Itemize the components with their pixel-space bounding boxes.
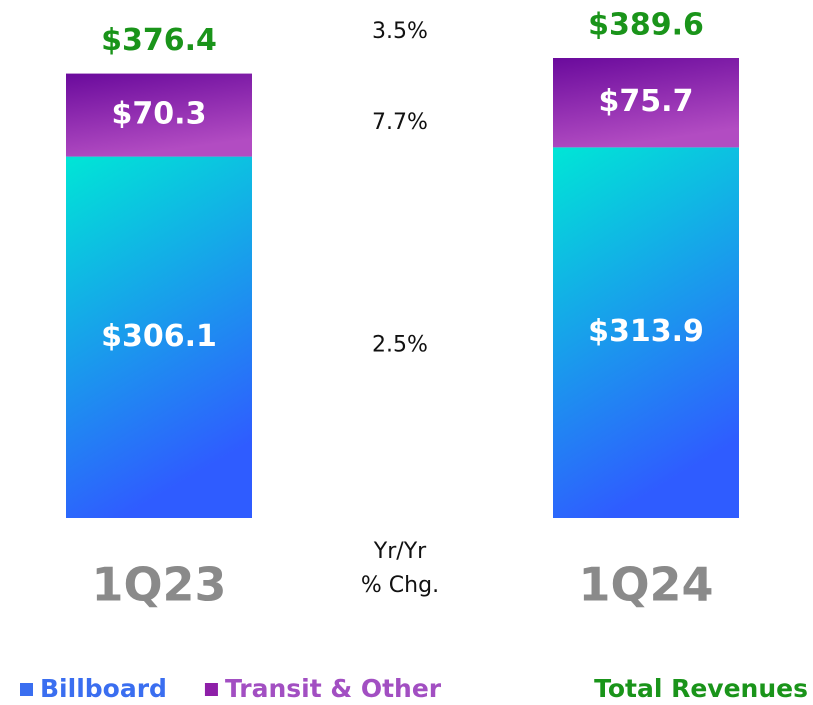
bar-segment [553, 58, 739, 148]
legend-swatch [204, 683, 218, 696]
change-title: % Chg. [361, 573, 439, 598]
bar-segment [66, 73, 252, 157]
bar-segment [66, 156, 252, 518]
value-label: $313.9 [588, 314, 704, 349]
category-label: 1Q24 [578, 558, 713, 612]
legend-label: Total Revenues [594, 674, 808, 703]
value-label: $306.1 [101, 319, 217, 354]
legend-label: Transit & Other [225, 674, 442, 703]
category-label: 1Q23 [91, 558, 226, 612]
change-label: 3.5% [372, 19, 428, 44]
change-label: 2.5% [372, 332, 428, 357]
change-title: Yr/Yr [373, 539, 427, 564]
legend-label: Billboard [40, 674, 167, 703]
bar-segment [553, 147, 739, 518]
value-label: $75.7 [599, 84, 694, 119]
value-label: $70.3 [112, 97, 207, 132]
total-label: $376.4 [101, 23, 217, 58]
change-label: 7.7% [372, 110, 428, 135]
total-label: $389.6 [588, 8, 704, 43]
legend-swatch [20, 683, 33, 696]
